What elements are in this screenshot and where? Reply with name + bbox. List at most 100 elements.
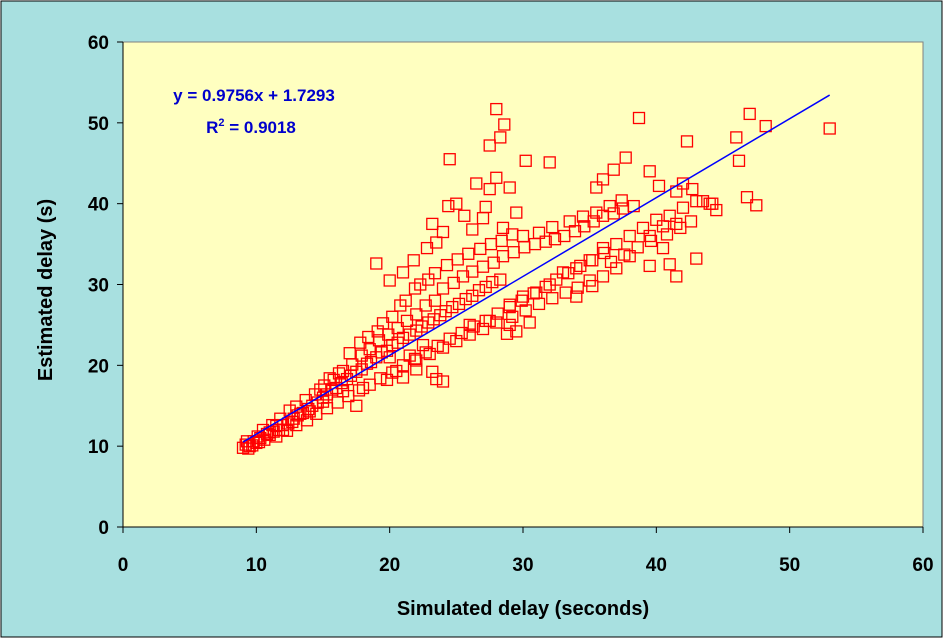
x-tick-label: 20 [379, 555, 400, 576]
data-point [383, 274, 396, 287]
trendline-equation: y = 0.9756x + 1.7293 [173, 86, 335, 105]
data-point [496, 221, 510, 235]
data-point [732, 154, 746, 167]
data-point [419, 299, 432, 312]
data-point [583, 254, 596, 267]
data-point [483, 314, 496, 328]
data-point [539, 235, 552, 248]
data-point [663, 258, 676, 271]
data-point [663, 209, 676, 222]
data-point [276, 423, 290, 437]
data-point [428, 267, 442, 280]
data-point [458, 209, 471, 222]
data-point [316, 395, 330, 408]
data-point [410, 363, 423, 376]
data-point [300, 414, 314, 427]
data-point [670, 217, 683, 231]
data-point [596, 173, 610, 186]
data-point [370, 257, 383, 270]
data-point [410, 308, 423, 321]
data-point [506, 310, 519, 323]
data-point [376, 317, 390, 330]
data-point [459, 292, 472, 306]
data-point [463, 328, 476, 341]
data-point [430, 372, 443, 386]
data-point [403, 328, 416, 341]
data-point [510, 206, 523, 219]
data-point [396, 266, 410, 279]
data-point [515, 294, 528, 307]
x-tick-label: 0 [118, 555, 129, 576]
data-point [436, 341, 450, 354]
data-point [410, 354, 423, 367]
data-point [242, 442, 255, 455]
data-point [644, 234, 658, 248]
data-point [643, 165, 656, 178]
data-point [631, 241, 644, 254]
data-point [516, 290, 530, 303]
data-point [426, 217, 439, 231]
data-point [706, 197, 719, 210]
data-point [519, 154, 532, 167]
data-point [303, 405, 316, 418]
data-point [615, 194, 628, 207]
y-tick-label: 50 [88, 114, 109, 135]
data-point [390, 364, 403, 378]
data-point [590, 206, 603, 219]
data-point [632, 111, 646, 125]
data-point [427, 313, 440, 326]
data-point [510, 325, 523, 338]
data-point [380, 373, 394, 387]
data-point [399, 294, 412, 307]
data-point [450, 197, 463, 210]
data-point [503, 318, 516, 332]
data-point [470, 177, 483, 190]
data-point [363, 343, 376, 356]
data-point [456, 270, 470, 283]
data-point [823, 122, 836, 135]
data-point [430, 236, 443, 249]
data-point [416, 338, 430, 352]
data-point [472, 284, 486, 297]
data-point [396, 371, 410, 384]
data-point [650, 213, 663, 226]
y-tick-label: 40 [88, 195, 109, 216]
r-squared-value: = 0.9018 [225, 118, 296, 137]
data-point [490, 171, 503, 184]
data-point [476, 322, 490, 336]
data-point [491, 307, 504, 320]
data-point [610, 237, 623, 251]
data-point [546, 292, 559, 305]
data-point [490, 316, 503, 329]
data-point [426, 365, 439, 378]
data-point [442, 199, 455, 213]
data-point [355, 349, 368, 362]
data-point [443, 153, 456, 166]
data-point [286, 415, 299, 429]
data-point [495, 234, 508, 248]
data-point [546, 220, 559, 234]
data-point [619, 151, 632, 164]
data-point [486, 275, 499, 289]
data-point [596, 270, 610, 283]
data-point [436, 375, 450, 388]
x-tick-label: 50 [779, 555, 800, 576]
data-point [479, 280, 492, 294]
y-tick-label: 20 [88, 356, 109, 377]
data-point [356, 381, 370, 395]
data-point [494, 273, 507, 286]
r-squared-prefix: R [206, 118, 218, 137]
data-point [374, 372, 387, 385]
data-point [559, 286, 572, 299]
data-point [483, 139, 496, 152]
data-point [618, 248, 631, 261]
data-point [336, 364, 350, 378]
data-point [674, 221, 687, 235]
r-squared-superscript: 2 [218, 117, 224, 129]
data-point [447, 276, 460, 290]
data-point [494, 131, 507, 144]
data-point [419, 346, 432, 359]
data-point [503, 181, 516, 194]
data-point [343, 347, 356, 360]
